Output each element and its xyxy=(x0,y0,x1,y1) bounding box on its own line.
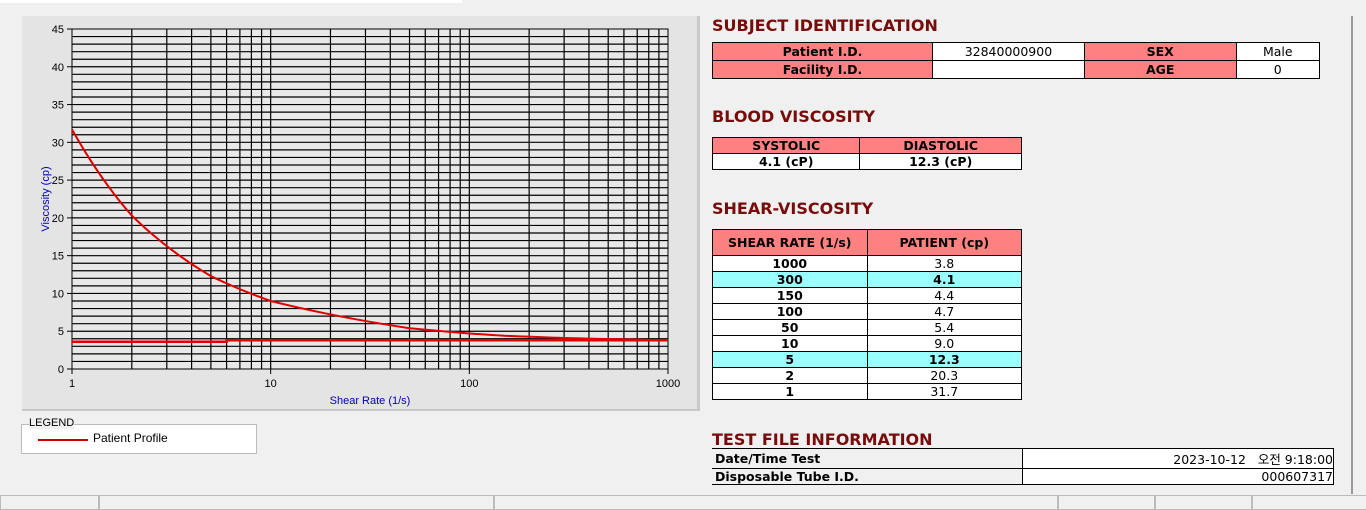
legend: LEGEND Patient Profile xyxy=(21,417,257,454)
x-axis-label: Shear Rate (1/s) xyxy=(330,395,411,407)
y-tick-label: 15 xyxy=(52,251,64,263)
y-tick-label: 0 xyxy=(58,364,64,376)
y-tick-label: 10 xyxy=(52,288,64,300)
patient-cell: 4.1 xyxy=(866,271,1022,288)
table-row: 300 4.1 xyxy=(712,271,1022,288)
systolic-label: SYSTOLIC xyxy=(711,137,861,154)
date-label: Date/Time Test xyxy=(712,448,1024,469)
panel-divider xyxy=(1351,16,1353,494)
age-label: AGE xyxy=(1083,60,1237,79)
sex: Male xyxy=(1235,42,1321,61)
patient-cell: 31.7 xyxy=(866,383,1022,400)
patient-cell: 9.0 xyxy=(866,335,1022,352)
shear-rate-cell: 300 xyxy=(712,271,868,288)
shear-title: SHEAR-VISCOSITY xyxy=(712,199,874,218)
y-tick-label: 40 xyxy=(52,62,64,74)
x-tick-label: 1 xyxy=(69,378,75,390)
table-row: 1 31.7 xyxy=(712,383,1022,400)
series-line-reference xyxy=(72,339,668,344)
shear-rate-cell: 100 xyxy=(712,303,868,320)
table-row: 10 9.0 xyxy=(712,335,1022,352)
table-row: 50 5.4 xyxy=(712,319,1022,336)
tube-value: 000607317 xyxy=(1022,468,1334,485)
tube-label: Disposable Tube I.D. xyxy=(712,468,1024,485)
shear-rate-cell: 2 xyxy=(712,367,868,384)
blood-title: BLOOD VISCOSITY xyxy=(712,107,876,126)
shear-rate-cell: 1000 xyxy=(712,255,868,272)
viscosity-chart: 0 5 10 15 20 25 30 35 40 45 1 10 100 1000 Shear Rate (… xyxy=(40,24,680,407)
subject-title: SUBJECT IDENTIFICATION xyxy=(712,16,938,35)
shear-rate-cell: 10 xyxy=(712,335,868,352)
x-tick-label: 100 xyxy=(460,378,478,390)
table-row: 1000 3.8 xyxy=(712,255,1022,272)
patient-cell: 5.4 xyxy=(866,319,1022,336)
shear-rate-header: SHEAR RATE (1/s) xyxy=(712,229,868,256)
date-value: 2023-10-12 오전 9:18:00 xyxy=(1022,448,1334,469)
y-tick-label: 45 xyxy=(52,24,64,36)
facility-id xyxy=(932,60,1085,79)
y-tick-label: 30 xyxy=(52,137,64,149)
diastolic-label: DIASTOLIC xyxy=(859,137,1022,154)
testfile-table: Date/Time Test 2023-10-12 오전 9:18:00 Disp… xyxy=(712,448,1334,485)
patient-cell: 12.3 xyxy=(866,351,1022,368)
series-line-patient-profile xyxy=(71,128,669,342)
subject-table: Patient I.D. 32840000900 SEX Male Facility … xyxy=(711,42,1321,79)
blood-table: SYSTOLIC DIASTOLIC 4.1 (cP) 12.3 (cP) xyxy=(711,137,1022,170)
legend-line-swatch xyxy=(38,439,88,441)
plot-area xyxy=(71,28,669,370)
top-bar xyxy=(0,0,462,3)
testfile-title: TEST FILE INFORMATION xyxy=(712,430,933,449)
facility-label: Facility I.D. xyxy=(711,60,934,79)
legend-title: LEGEND xyxy=(29,417,75,429)
shear-table: SHEAR RATE (1/s) PATIENT (cp) 1000 3.8 300 4… xyxy=(712,229,1022,400)
table-row: 100 4.7 xyxy=(712,303,1022,320)
table-row: 150 4.4 xyxy=(712,287,1022,304)
systolic-value: 4.1 (cP) xyxy=(711,153,861,170)
table-row: 2 20.3 xyxy=(712,367,1022,384)
x-tick-label: 10 xyxy=(265,378,277,390)
table-row: 5 12.3 xyxy=(712,351,1022,368)
patient-id: 32840000900 xyxy=(932,42,1085,61)
legend-label: Patient Profile xyxy=(93,431,168,445)
x-tick-label: 1000 xyxy=(656,378,680,390)
y-tick-label: 20 xyxy=(52,213,64,225)
y-axis-label: Viscosity (cp) xyxy=(40,166,52,231)
shear-rate-cell: 1 xyxy=(712,383,868,400)
shear-rate-cell: 150 xyxy=(712,287,868,304)
y-tick-label: 25 xyxy=(52,175,64,187)
chart-panel: 0 5 10 15 20 25 30 35 40 45 1 10 100 1000 Shear Rate (… xyxy=(22,16,700,411)
patient-cell: 4.4 xyxy=(866,287,1022,304)
patient-id-label: Patient I.D. xyxy=(711,42,934,61)
sex-label: SEX xyxy=(1083,42,1237,61)
patient-header: PATIENT (cp) xyxy=(866,229,1022,256)
shear-rate-cell: 50 xyxy=(712,319,868,336)
age: 0 xyxy=(1235,60,1321,79)
diastolic-value: 12.3 (cP) xyxy=(859,153,1022,170)
patient-cell: 3.8 xyxy=(866,255,1022,272)
shear-rate-cell: 5 xyxy=(712,351,868,368)
y-tick-label: 5 xyxy=(58,326,64,338)
patient-cell: 20.3 xyxy=(866,367,1022,384)
patient-cell: 4.7 xyxy=(866,303,1022,320)
y-tick-label: 35 xyxy=(52,100,64,112)
